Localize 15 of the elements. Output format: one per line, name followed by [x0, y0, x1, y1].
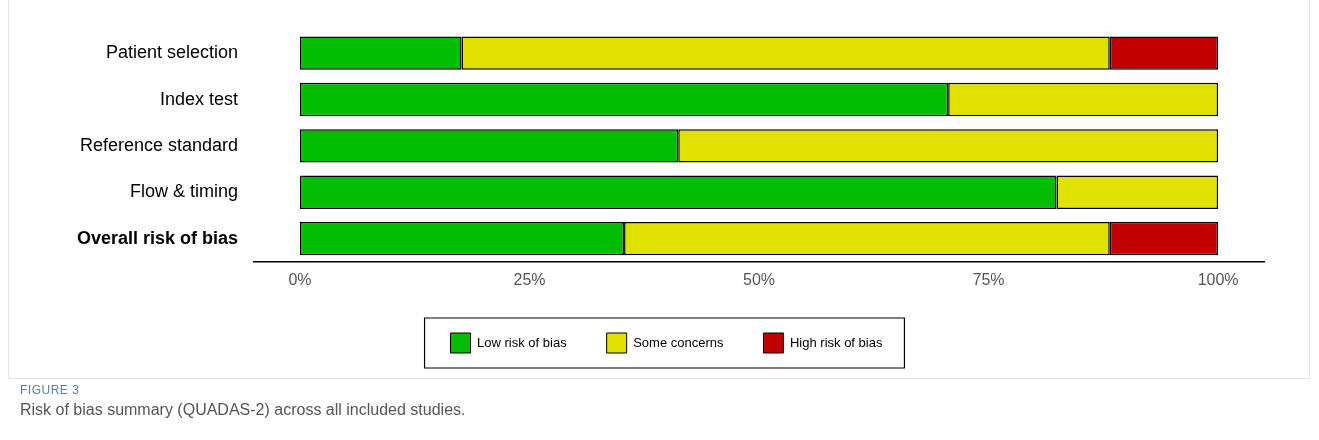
- legend-label: Some concerns: [633, 334, 724, 350]
- y-tick-label: Overall risk of bias: [77, 227, 239, 248]
- y-tick-label: Flow & timing: [130, 181, 239, 202]
- x-tick-label: 25%: [513, 270, 546, 288]
- y-tick-label: Reference standard: [79, 134, 239, 155]
- y-tick-label: Index test: [160, 88, 239, 109]
- x-tick-label: 75%: [972, 270, 1005, 288]
- x-tick-label: 100%: [1197, 270, 1239, 288]
- legend-label: Low risk of bias: [477, 334, 568, 350]
- legend-label: High risk of bias: [789, 334, 883, 350]
- text: Risk of bias summary (QUADAS-2) across all included studies.: [20, 401, 466, 419]
- caption: FIGURE 3: [20, 383, 81, 397]
- x-tick-label: 0%: [288, 270, 312, 288]
- x-tick-label: 50%: [743, 270, 776, 288]
- y-tick-label: Patient selection: [105, 42, 239, 63]
